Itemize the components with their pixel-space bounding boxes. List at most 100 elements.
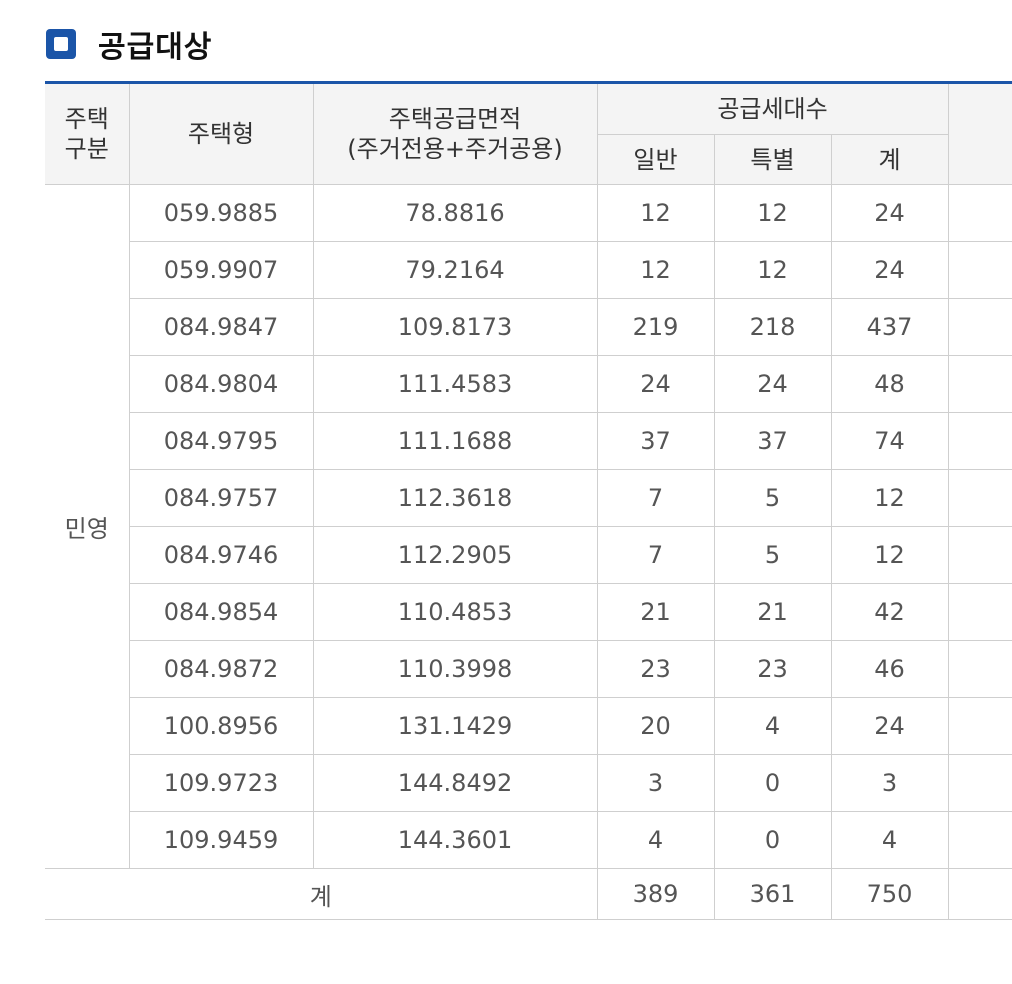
empty-cell (947, 640, 1012, 698)
header-general: 일반 (597, 134, 715, 185)
supply-area-cell: 144.8492 (312, 754, 598, 812)
total-count-cell: 24 (830, 184, 949, 242)
header-housing-type: 주택형 (128, 82, 314, 185)
total-count-cell: 3 (830, 754, 949, 812)
table-row: 민영 059.9885 78.8816 12 12 24 (45, 184, 1012, 869)
housing-type-cell: 084.9795 (129, 412, 314, 470)
supply-area-cell: 111.1688 (312, 412, 598, 470)
table-row: 084.9854 110.4853 21 21 42 (45, 583, 1012, 641)
supply-area-cell: 110.3998 (312, 640, 598, 698)
header-supply-area: 주택공급면적 (주거전용+주거공용) (312, 82, 598, 185)
section-header: 공급대상 (46, 22, 212, 66)
total-count-cell: 46 (830, 640, 949, 698)
general-count-cell: 4 (596, 811, 715, 869)
housing-type-cell: 084.9847 (129, 298, 314, 356)
header-empty-column (947, 82, 1012, 185)
supply-table: 주택 구분 주택형 주택공급면적 (주거전용+주거공용) 공급세대수 일반 특별… (45, 81, 1012, 920)
header-supply-units: 공급세대수 (596, 82, 949, 135)
total-count-cell: 48 (830, 355, 949, 413)
general-count-cell: 23 (596, 640, 715, 698)
total-count-cell: 24 (830, 697, 949, 755)
total-special-cell: 361 (713, 868, 832, 920)
header-housing-category: 주택 구분 (45, 82, 130, 185)
housing-type-cell: 084.9872 (129, 640, 314, 698)
total-row: 계 389 361 750 (45, 868, 1012, 920)
table-body: 민영 059.9885 78.8816 12 12 24 059.9907 79… (45, 184, 1012, 920)
table-row: 084.9804 111.4583 24 24 48 (45, 355, 1012, 413)
total-count-cell: 437 (830, 298, 949, 356)
total-count-cell: 12 (830, 526, 949, 584)
supply-area-cell: 131.1429 (312, 697, 598, 755)
header-total: 계 (830, 134, 949, 185)
empty-cell (947, 184, 1012, 242)
total-count-cell: 24 (830, 241, 949, 299)
square-bullet-icon (46, 29, 76, 59)
general-count-cell: 12 (596, 241, 715, 299)
supply-area-cell: 109.8173 (312, 298, 598, 356)
table-row: 084.9872 110.3998 23 23 46 (45, 640, 1012, 698)
table-row: 109.9723 144.8492 3 0 3 (45, 754, 1012, 812)
general-count-cell: 7 (596, 469, 715, 527)
header-row-1: 주택 구분 주택형 주택공급면적 (주거전용+주거공용) 공급세대수 (45, 82, 1012, 185)
supply-area-cell: 110.4853 (312, 583, 598, 641)
total-count-cell: 12 (830, 469, 949, 527)
supply-area-cell: 144.3601 (312, 811, 598, 869)
table-row: 109.9459 144.3601 4 0 4 (45, 811, 1012, 869)
special-count-cell: 24 (713, 355, 832, 413)
special-count-cell: 37 (713, 412, 832, 470)
empty-cell (947, 868, 1012, 920)
header-row-2: 일반 특별 계 (45, 134, 1012, 185)
special-count-cell: 12 (713, 241, 832, 299)
housing-type-cell: 059.9907 (129, 241, 314, 299)
table-row: 084.9746 112.2905 7 5 12 (45, 526, 1012, 584)
empty-cell (947, 298, 1012, 356)
housing-category-cell: 민영 (45, 184, 130, 869)
supply-area-cell: 78.8816 (312, 184, 598, 242)
general-count-cell: 24 (596, 355, 715, 413)
empty-cell (947, 583, 1012, 641)
total-general-cell: 389 (596, 868, 715, 920)
housing-type-cell: 084.9757 (129, 469, 314, 527)
general-count-cell: 12 (596, 184, 715, 242)
housing-type-cell: 109.9723 (129, 754, 314, 812)
empty-cell (947, 469, 1012, 527)
supply-area-cell: 112.3618 (312, 469, 598, 527)
empty-cell (947, 754, 1012, 812)
special-count-cell: 5 (713, 469, 832, 527)
total-count-cell: 4 (830, 811, 949, 869)
special-count-cell: 12 (713, 184, 832, 242)
empty-cell (947, 355, 1012, 413)
supply-table-container: 주택 구분 주택형 주택공급면적 (주거전용+주거공용) 공급세대수 일반 특별… (45, 81, 1012, 920)
total-count-cell: 42 (830, 583, 949, 641)
special-count-cell: 5 (713, 526, 832, 584)
table-row: 059.9907 79.2164 12 12 24 (45, 241, 1012, 299)
empty-cell (947, 697, 1012, 755)
housing-type-cell: 084.9804 (129, 355, 314, 413)
section-title: 공급대상 (98, 30, 213, 65)
table-row: 084.9795 111.1688 37 37 74 (45, 412, 1012, 470)
supply-area-cell: 111.4583 (312, 355, 598, 413)
general-count-cell: 3 (596, 754, 715, 812)
special-count-cell: 21 (713, 583, 832, 641)
general-count-cell: 219 (596, 298, 715, 356)
special-count-cell: 23 (713, 640, 832, 698)
housing-type-cell: 100.8956 (129, 697, 314, 755)
general-count-cell: 21 (596, 583, 715, 641)
table-row: 084.9757 112.3618 7 5 12 (45, 469, 1012, 527)
general-count-cell: 20 (596, 697, 715, 755)
empty-cell (947, 241, 1012, 299)
housing-type-cell: 109.9459 (129, 811, 314, 869)
housing-type-cell: 084.9854 (129, 583, 314, 641)
general-count-cell: 7 (596, 526, 715, 584)
table-header: 주택 구분 주택형 주택공급면적 (주거전용+주거공용) 공급세대수 일반 특별… (45, 82, 1012, 185)
total-total-cell: 750 (830, 868, 949, 920)
housing-type-cell: 059.9885 (128, 184, 314, 242)
supply-area-cell: 112.2905 (312, 526, 598, 584)
header-special: 특별 (713, 134, 832, 185)
supply-area-cell: 79.2164 (312, 241, 598, 299)
total-label-cell: 계 (45, 868, 598, 920)
table-row: 100.8956 131.1429 20 4 24 (45, 697, 1012, 755)
table-row: 084.9847 109.8173 219 218 437 (45, 298, 1012, 356)
special-count-cell: 0 (713, 811, 832, 869)
total-count-cell: 74 (830, 412, 949, 470)
